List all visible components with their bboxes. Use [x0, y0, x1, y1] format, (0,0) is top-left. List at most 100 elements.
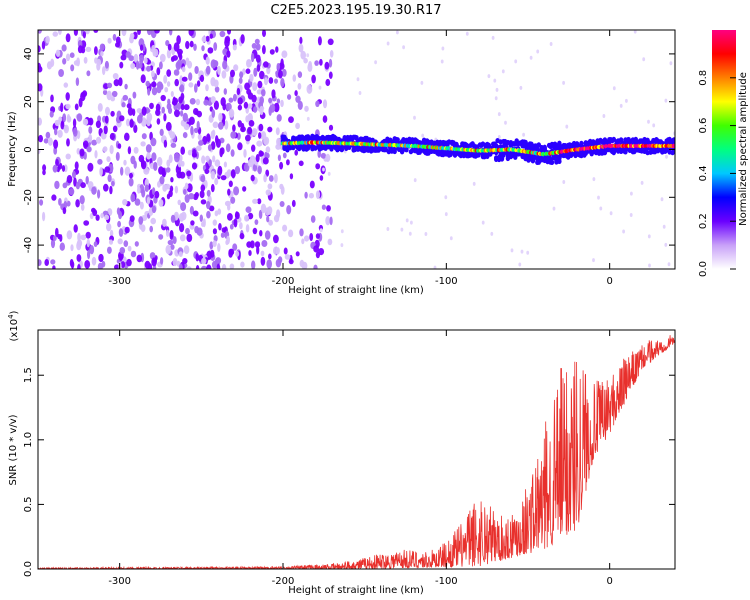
noise-mark	[203, 99, 209, 106]
noise-mark	[625, 98, 628, 103]
noise-mark	[189, 98, 196, 105]
noise-mark	[519, 85, 523, 90]
noise-mark	[233, 64, 237, 71]
noise-mark	[216, 263, 221, 269]
noise-mark	[281, 68, 287, 77]
noise-mark	[648, 263, 651, 268]
y-tick-label: -20	[23, 189, 34, 205]
noise-mark	[210, 77, 216, 87]
noise-mark	[520, 249, 524, 254]
noise-mark	[65, 153, 71, 160]
noise-mark	[283, 247, 288, 255]
noise-mark	[66, 114, 71, 122]
noise-mark	[70, 261, 75, 269]
noise-mark	[199, 214, 203, 222]
noise-mark	[212, 121, 219, 129]
noise-mark	[647, 234, 651, 239]
noise-mark	[421, 133, 425, 138]
noise-mark	[224, 120, 229, 130]
noise-mark	[276, 137, 281, 147]
noise-mark	[188, 72, 193, 81]
noise-mark	[299, 36, 303, 45]
noise-mark	[179, 84, 185, 93]
snr-y-scale-close: )	[9, 310, 20, 314]
noise-mark	[295, 122, 300, 130]
noise-mark	[265, 169, 270, 177]
noise-mark	[510, 248, 514, 253]
noise-mark	[227, 188, 231, 196]
noise-mark	[94, 57, 98, 64]
noise-mark	[119, 115, 125, 122]
noise-mark	[43, 138, 49, 144]
x-tick-label: -300	[108, 576, 131, 587]
noise-mark	[162, 218, 167, 227]
noise-mark	[50, 238, 56, 249]
noise-mark	[273, 214, 280, 223]
noise-mark	[99, 43, 105, 51]
noise-mark	[97, 189, 101, 199]
noise-mark	[193, 43, 197, 51]
noise-mark	[204, 168, 210, 175]
noise-mark	[321, 204, 326, 210]
noise-mark	[201, 45, 205, 52]
noise-mark	[256, 89, 263, 95]
noise-mark	[230, 149, 235, 157]
noise-mark	[158, 199, 164, 207]
noise-mark	[86, 70, 91, 77]
snr-panel: -300 -200 -100 0 0.0 0.5 1.0 1.5 Height of str…	[7, 310, 676, 596]
noise-mark	[221, 264, 227, 269]
noise-mark	[73, 30, 78, 36]
noise-mark	[317, 149, 322, 158]
noise-mark	[256, 245, 260, 255]
noise-mark	[58, 30, 62, 35]
noise-mark	[177, 199, 182, 206]
noise-mark	[117, 238, 123, 245]
snr-frame	[37, 329, 676, 570]
noise-mark	[664, 242, 668, 247]
noise-mark	[95, 120, 101, 129]
noise-mark	[256, 140, 263, 147]
noise-mark	[251, 43, 257, 49]
noise-mark	[45, 35, 50, 44]
noise-mark	[420, 80, 424, 85]
noise-mark	[193, 127, 199, 134]
noise-mark	[222, 60, 228, 70]
noise-mark	[38, 30, 42, 34]
noise-mark	[165, 121, 172, 131]
noise-mark	[62, 207, 67, 215]
noise-mark	[136, 108, 142, 114]
noise-mark	[170, 214, 176, 223]
noise-mark	[495, 87, 499, 92]
noise-mark	[266, 215, 270, 223]
noise-mark	[182, 258, 188, 264]
noise-mark	[119, 247, 126, 254]
noise-mark	[197, 134, 202, 140]
noise-mark	[139, 54, 145, 63]
noise-mark	[220, 97, 226, 107]
noise-mark	[179, 234, 186, 242]
noise-mark	[132, 108, 136, 117]
noise-mark	[501, 69, 505, 74]
snr-y-ticks: 0.0 0.5 1.0 1.5	[23, 367, 675, 577]
noise-mark	[211, 109, 216, 118]
noise-mark	[87, 162, 94, 172]
snr-line	[38, 335, 675, 569]
noise-mark	[356, 77, 360, 82]
noise-mark	[94, 46, 98, 56]
noise-mark	[315, 100, 320, 108]
noise-mark	[173, 69, 180, 76]
signal-mark	[557, 158, 562, 164]
noise-mark	[264, 152, 270, 159]
noise-mark	[252, 198, 258, 204]
noise-mark	[311, 74, 316, 84]
noise-mark	[52, 31, 59, 37]
noise-mark	[158, 234, 164, 240]
noise-mark	[196, 120, 200, 130]
noise-mark	[188, 116, 195, 126]
noise-mark	[258, 150, 263, 157]
noise-mark	[329, 216, 333, 226]
signal-mark	[395, 137, 400, 143]
noise-mark	[413, 115, 416, 120]
noise-mark	[212, 240, 217, 248]
noise-mark	[95, 136, 102, 144]
